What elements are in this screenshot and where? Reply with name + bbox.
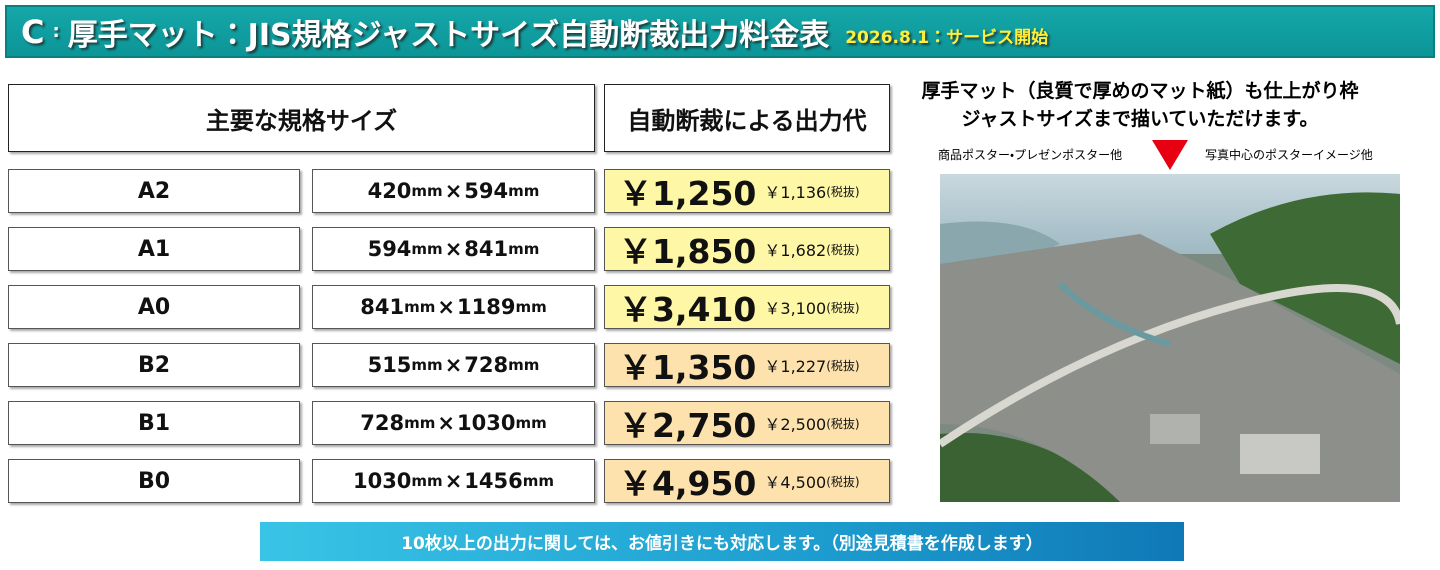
price: ￥1,350 [619,348,757,387]
width: 515 [367,353,412,377]
tax-note: (税抜) [826,474,860,489]
table-header: 主要な規格サイズ [8,84,595,152]
footer-note: 10枚以上の出力に関しては、お値引きにも対応します。（別途見積書を作成します） [260,522,1184,561]
width: 728 [360,411,405,435]
height: 1030 [457,411,516,435]
price-cell: ￥1,850 ￥1,682 (税抜) [604,227,890,271]
price-cell: ￥1,350 ￥1,227 (税抜) [604,343,890,387]
photo [940,174,1400,502]
price-ex-tax: ￥1,227 [764,357,827,376]
unit: mm [508,356,540,374]
caption: 厚手マット（良質で厚めのマット紙）も仕上がり枠 [921,80,1359,102]
header-badge: 2026.8.1：サービス開始 [845,28,1049,48]
unit: mm [508,182,540,200]
price-ex-tax: ￥1,136 [764,183,827,202]
tax-note: (税抜) [826,242,860,257]
price-ex-tax: ￥3,100 [764,299,827,318]
tax-note: (税抜) [826,416,860,431]
tax-note: (税抜) [826,300,860,315]
dimension-cell: 1030 mm × 1456 mm [312,459,595,503]
unit: mm [515,414,547,432]
price-ex-tax: ￥1,682 [764,241,827,260]
left-label: 商品ポスター・プレゼンポスター他 [938,148,1123,162]
width: 594 [367,237,412,261]
size-cell: B0 [8,459,300,503]
price: ￥2,750 [619,406,757,445]
height: 1456 [464,469,523,493]
right-label: 写真中心のポスターイメージ他 [1205,148,1373,162]
price: ￥1,850 [619,232,757,271]
price-cell: ￥1,250 ￥1,136 (税抜) [604,169,890,213]
dimension-cell: 420 mm × 594 mm [312,169,595,213]
unit: mm [522,472,555,490]
price-ex-tax: ￥4,500 [764,473,827,492]
height: 1189 [457,295,516,319]
times: × [444,179,463,203]
height: 841 [464,237,509,261]
size-cell: A0 [8,285,300,329]
unit: mm [411,472,443,490]
caption: ジャストサイズまで描いていただけます。 [961,108,1319,130]
times: × [444,237,463,261]
price-ex-tax: ￥2,500 [764,415,827,434]
size-cell: A2 [8,169,300,213]
times: × [437,411,455,435]
arrow [1152,140,1188,170]
tax-note: (税抜) [826,358,860,373]
header: C : 厚手マット：JIS規格ジャストサイズ自動断裁出力料金表 2026.8.1… [5,5,1435,58]
unit: mm [411,356,443,374]
times: × [437,295,455,319]
header-separator: : [52,21,60,42]
unit: mm [411,240,443,258]
unit: mm [515,298,547,316]
height: 594 [464,179,509,203]
table-header: 自動断裁による出力代 [604,84,890,152]
price-cell: ￥4,950 ￥4,500 (税抜) [604,459,890,503]
width: 841 [360,295,405,319]
header-label: C [21,12,45,51]
price-cell: ￥3,410 ￥3,100 (税抜) [604,285,890,329]
tax-note: (税抜) [826,184,860,199]
unit: mm [404,414,436,432]
times: × [444,469,463,493]
unit: mm [411,182,443,200]
price-cell: ￥2,750 ￥2,500 (税抜) [604,401,890,445]
size-cell: B1 [8,401,300,445]
width: 420 [367,179,412,203]
height: 728 [464,353,509,377]
size-cell: A1 [8,227,300,271]
price: ￥1,250 [619,174,757,213]
size-cell: B2 [8,343,300,387]
header-title: 厚手マット：JIS規格ジャストサイズ自動断裁出力料金表 [67,17,830,53]
dimension-cell: 515 mm × 728 mm [312,343,595,387]
price: ￥3,410 [619,290,757,329]
unit: mm [404,298,436,316]
dimension-cell: 728 mm × 1030 mm [312,401,595,445]
unit: mm [508,240,540,258]
dimension-cell: 594 mm × 841 mm [312,227,595,271]
price: ￥4,950 [619,464,757,503]
width: 1030 [352,469,412,493]
dimension-cell: 841 mm × 1189 mm [312,285,595,329]
times: × [444,353,463,377]
